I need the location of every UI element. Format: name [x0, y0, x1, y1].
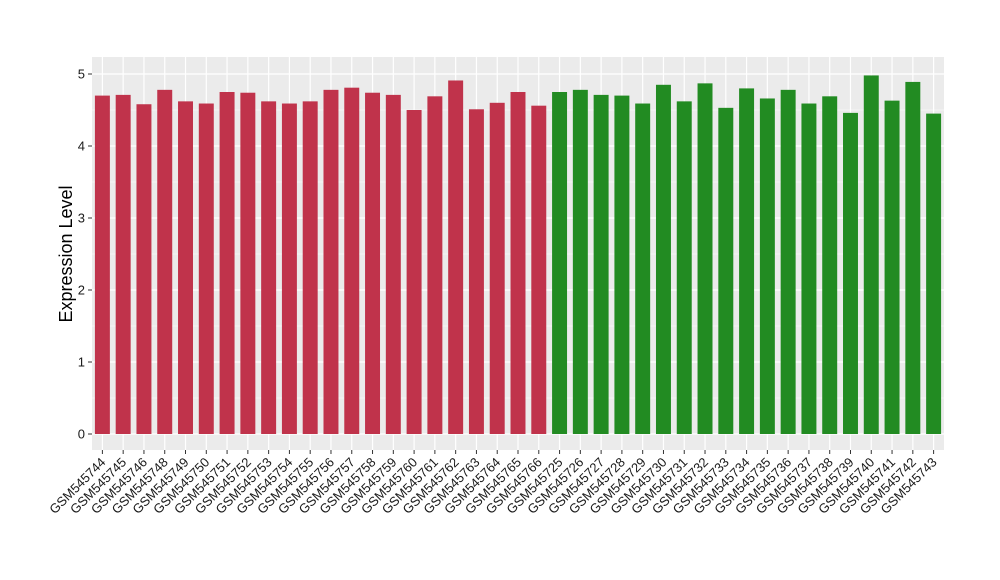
bar-GSM545765	[510, 92, 526, 434]
y-tick-label: 3	[78, 211, 85, 226]
bar-GSM545727	[593, 94, 609, 434]
bar-GSM545730	[655, 84, 671, 435]
bar-GSM545729	[635, 103, 651, 435]
bar-GSM545753	[261, 101, 277, 435]
bar-GSM545749	[178, 101, 193, 435]
bar-GSM545738	[822, 96, 838, 434]
y-axis: 0 1 2 3 4 5	[78, 67, 92, 442]
bars	[94, 75, 942, 435]
y-tick-label: 4	[78, 139, 85, 154]
bar-GSM545748	[157, 89, 173, 434]
bar-GSM545733	[718, 107, 734, 434]
bar-GSM545735	[759, 98, 775, 434]
bar-GSM545766	[531, 105, 547, 435]
bar-GSM545756	[323, 89, 339, 434]
bar-GSM545731	[676, 101, 692, 435]
bar-GSM545744	[94, 95, 110, 434]
bar-GSM545751	[219, 92, 235, 434]
bar-GSM545750	[198, 103, 214, 435]
bar-GSM545734	[739, 88, 755, 435]
bar-GSM545736	[780, 89, 796, 434]
y-tick-label: 2	[78, 283, 85, 298]
bar-GSM545757	[344, 87, 360, 435]
bar-GSM545743	[926, 113, 942, 434]
bar-GSM545739	[843, 112, 858, 434]
y-tick-label: 0	[78, 427, 85, 442]
y-axis-title: Expression Level	[56, 185, 76, 322]
x-axis: GSM545744GSM545745GSM545746GSM545748GSM5…	[46, 450, 940, 517]
bar-GSM545763	[468, 109, 484, 434]
bar-GSM545746	[136, 104, 152, 435]
bar-GSM545742	[905, 81, 921, 435]
bar-GSM545745	[115, 94, 131, 434]
bar-GSM545752	[240, 92, 256, 434]
bar-GSM545764	[489, 102, 505, 435]
bar-GSM545741	[884, 100, 900, 434]
bar-GSM545762	[448, 80, 464, 434]
bar-GSM545761	[427, 96, 443, 434]
bar-GSM545726	[572, 89, 588, 434]
y-tick-label: 5	[78, 67, 85, 82]
bar-GSM545732	[697, 83, 713, 435]
bar-GSM545754	[281, 103, 297, 435]
bar-GSM545725	[552, 92, 568, 434]
bar-GSM545755	[302, 101, 318, 435]
y-tick-label: 1	[78, 355, 85, 370]
bar-GSM545758	[365, 92, 381, 434]
bar-GSM545740	[863, 75, 879, 434]
bar-GSM545737	[801, 103, 817, 435]
bar-GSM545759	[385, 94, 401, 434]
bar-GSM545760	[406, 110, 422, 434]
bar-GSM545728	[614, 95, 630, 434]
